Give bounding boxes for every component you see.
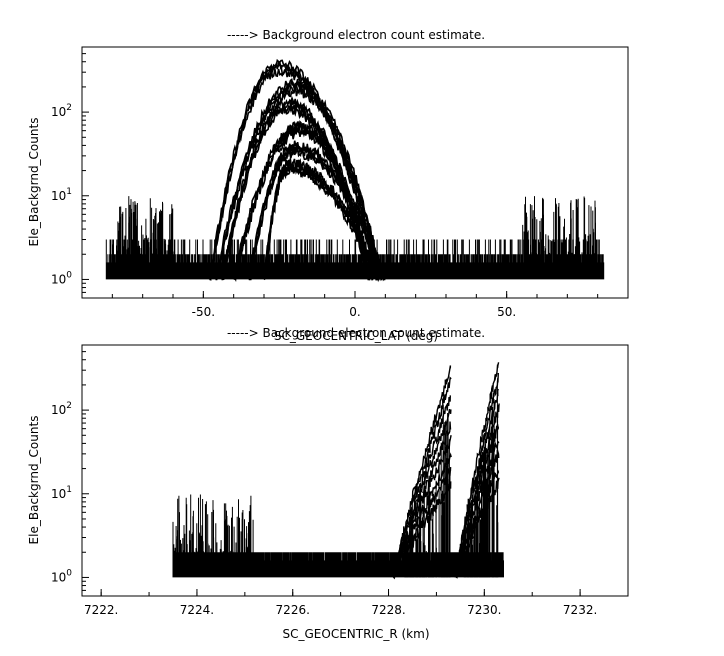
y-axis: 100 101 102	[51, 46, 89, 299]
y-axis-label: Ele_Backgrnd_Counts	[27, 416, 41, 545]
y-tick-label: 100	[51, 270, 72, 286]
x-tick-label: 7226.	[276, 603, 310, 617]
x-axis-label: SC_GEOCENTRIC_R (km)	[283, 627, 430, 641]
count-branch	[392, 376, 452, 578]
count-trace	[404, 404, 451, 578]
count-arc	[263, 166, 380, 281]
chart-title: -----> Background electron count estimat…	[227, 28, 485, 42]
x-tick-label: 7230.	[467, 603, 501, 617]
x-tick-label: 7228.	[371, 603, 405, 617]
y-tick-label: 101	[51, 485, 72, 501]
y-tick-label: 101	[51, 187, 72, 203]
count-branch	[454, 372, 499, 578]
y-axis: 100 101 102	[51, 344, 89, 597]
y-axis-label: Ele_Backgrnd_Counts	[27, 118, 41, 247]
x-tick-label: 7232.	[563, 603, 597, 617]
count-arc	[248, 146, 386, 282]
chart-latitude: -----> Background electron count estimat…	[27, 28, 629, 343]
plot-frame	[81, 344, 629, 597]
y-tick-label: 100	[51, 568, 72, 584]
x-axis-label: SC_GEOCENTRIC_LAT (deg)	[274, 329, 438, 343]
x-tick-label: 7222.	[84, 603, 118, 617]
data-marks	[172, 362, 504, 580]
chart-radius: -----> Background electron count estimat…	[27, 326, 629, 641]
count-arc	[215, 86, 383, 281]
x-axis: 7222. 7224. 7226. 7228. 7230. 7232.	[84, 589, 629, 617]
x-tick-label: 50.	[497, 305, 516, 319]
count-arc	[208, 68, 380, 282]
count-trace	[463, 381, 499, 578]
x-tick-label: 0.	[349, 305, 360, 319]
count-arc	[232, 127, 371, 283]
count-trace	[105, 196, 605, 280]
chart-title: -----> Background electron count estimat…	[227, 326, 485, 340]
x-tick-label: 7224.	[180, 603, 214, 617]
x-tick-label: -50.	[192, 305, 215, 319]
y-tick-label: 102	[51, 103, 72, 119]
x-axis: -50. 0. 50.	[81, 291, 629, 319]
data-marks	[105, 58, 605, 283]
y-tick-label: 102	[51, 401, 72, 417]
count-trace	[172, 494, 504, 578]
